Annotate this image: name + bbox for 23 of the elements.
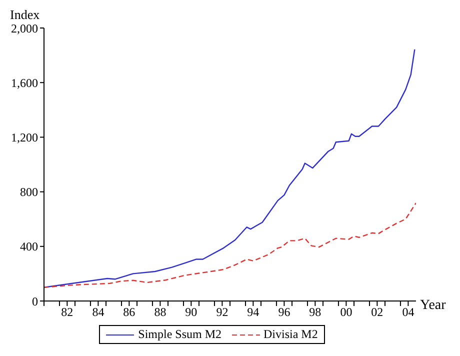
line-series: [44, 202, 416, 288]
y-tick-label: 0: [32, 294, 38, 308]
x-axis-title: Year: [420, 298, 446, 314]
y-tick-label: 2,000: [11, 21, 38, 36]
legend-label: Simple Ssum M2: [138, 327, 222, 342]
y-tick-label: 400: [20, 240, 38, 254]
legend-label: Divisia M2: [264, 327, 318, 342]
x-tick-label: 92: [216, 305, 228, 319]
x-tick-label: 88: [154, 305, 166, 319]
y-tick-label: 1,200: [11, 130, 38, 144]
x-tick-label: 98: [309, 305, 322, 319]
y-axis-title: Index: [10, 7, 40, 22]
x-tick-label: 90: [185, 305, 198, 319]
x-tick-label: 84: [92, 305, 104, 319]
x-tick-label: 94: [247, 305, 260, 319]
y-tick-label: 1,600: [11, 76, 38, 90]
x-tick-label: 04: [402, 305, 414, 319]
x-tick-label: 82: [61, 305, 74, 319]
x-tick-label: 00: [340, 305, 352, 319]
x-tick-label: 86: [123, 305, 136, 319]
x-tick-label: 96: [278, 305, 290, 319]
y-tick-label: 800: [20, 185, 38, 200]
x-tick-label: 02: [371, 305, 384, 319]
